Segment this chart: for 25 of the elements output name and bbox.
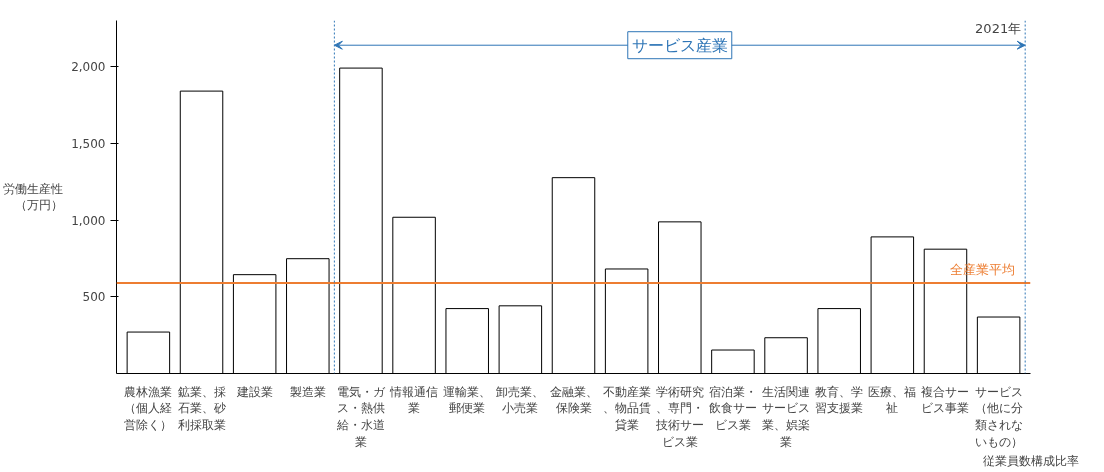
x-tick-label: 農林漁業（個人経営除く） (124, 384, 173, 433)
x-tick-label: 情報通信業 (389, 384, 439, 416)
annotation: 2021年 (975, 20, 1022, 36)
y-tick-label: 1,500 (71, 136, 106, 151)
y-tick-label: 2,000 (71, 60, 106, 75)
x-axis-title: 従業員数構成比率 (982, 453, 1079, 468)
x-tick-label: 製造業 (289, 384, 326, 399)
x-tick-label: 金融業、保険業 (549, 384, 598, 416)
x-tick-label: 学術研究、専門・技術サービス業 (654, 384, 704, 449)
y-tick-label: 500 (82, 290, 106, 305)
x-tick-label: 卸売業、小売業 (496, 384, 545, 416)
y-tick-label: 1,000 (71, 213, 106, 228)
x-tick-label: 運輸業、郵便業 (443, 384, 492, 416)
x-tick-label: 教育、学習支援業 (815, 384, 864, 416)
annotation: サービス産業 (631, 35, 728, 55)
x-tick-label: 生活関連サービス業、娯楽業 (762, 384, 811, 449)
x-tick-label: 複合サービス事業 (921, 384, 970, 416)
y-axis-title: 労働生産性（万円） (3, 181, 64, 213)
x-tick-label: 電気・ガス・熱供給・水道業 (335, 384, 386, 449)
x-tick-label: 建設業 (235, 384, 273, 399)
x-tick-label: 鉱業、採石業、砂利採取業 (177, 384, 226, 433)
x-tick-label: サービス（他に分類されないもの） (974, 384, 1023, 449)
x-tick-label: 不動産業、物品賃貸業 (602, 384, 651, 433)
x-tick-label: 宿泊業・飲食サービス業 (708, 384, 757, 433)
x-tick-label: 医療、福祉 (868, 384, 917, 416)
